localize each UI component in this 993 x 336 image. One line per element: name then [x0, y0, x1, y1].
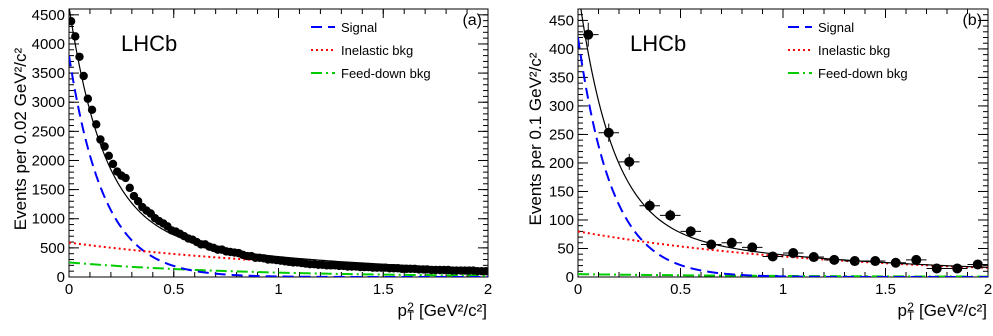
- data-point: [69, 17, 76, 26]
- y-tick-label: 0: [57, 269, 65, 286]
- data-point: [767, 251, 778, 262]
- data-point: [79, 71, 88, 81]
- data-point: [121, 173, 130, 183]
- data-point: [931, 263, 942, 274]
- data-point: [583, 29, 594, 40]
- panel-b: 0 0.5 1 1.5 2050100150200250300350400450pT2[…: [526, 8, 992, 323]
- data-point: [96, 135, 105, 144]
- legend-inelastic-label: Inelastic bkg: [818, 43, 890, 58]
- data-point: [706, 239, 717, 250]
- y-tick-label: 3500: [32, 65, 65, 82]
- x-tick-label: 0.5: [163, 281, 184, 298]
- x-tick-label: 1: [274, 281, 282, 298]
- x-axis-superscript: 2: [407, 300, 414, 314]
- y-tick-label: 400: [549, 41, 574, 58]
- y-tick-label: 50: [557, 240, 574, 257]
- data-point: [829, 254, 840, 265]
- x-axis-subscript: T: [907, 309, 915, 323]
- data-point: [890, 257, 901, 268]
- data-point: [83, 94, 93, 103]
- y-tick-label: 200: [549, 155, 574, 172]
- data-point: [808, 252, 819, 263]
- y-tick-label: 250: [549, 126, 574, 143]
- data-point: [685, 226, 696, 237]
- x-tick-label: 2: [484, 281, 492, 298]
- panel-label: (a): [462, 12, 482, 29]
- signal-curve: [578, 37, 988, 277]
- y-tick-label: 3000: [32, 94, 65, 111]
- signal-curve: [69, 55, 488, 277]
- data-point: [665, 210, 676, 221]
- y-tick-label: 450: [549, 12, 574, 29]
- data-point: [87, 105, 97, 114]
- data-point: [911, 254, 922, 265]
- panel-label: (b): [962, 12, 982, 29]
- y-tick-label: 350: [549, 69, 574, 86]
- x-axis-title: pT2 [GeV²/c²]: [397, 300, 487, 323]
- data-point: [870, 256, 881, 267]
- panel-a: 0 0.5 1 1.5 2 0 500 1000 1500 2000 2500 3000 3500 400…: [11, 7, 492, 323]
- data-point: [972, 259, 983, 270]
- data-point: [92, 120, 101, 129]
- y-tick-label: 2000: [32, 152, 65, 169]
- x-tick-label: 0.5: [670, 281, 691, 298]
- y-axis-title: Events per 0.1 GeV²/c²: [526, 52, 545, 225]
- y-tick-label: 2500: [32, 123, 65, 140]
- x-tick-label: 0: [65, 281, 73, 298]
- x-tick-label: 1: [779, 281, 787, 298]
- x-tick-label: 2: [984, 281, 992, 298]
- data-point: [603, 127, 614, 138]
- data-point: [481, 266, 488, 276]
- legend-signal-label: Signal: [341, 20, 377, 35]
- legend-signal-label: Signal: [818, 20, 854, 35]
- x-tick-label: 1.5: [875, 281, 896, 298]
- x-axis-title: pT2 [GeV²/c²]: [897, 300, 987, 323]
- experiment-label: LHCb: [121, 31, 177, 56]
- data-point: [747, 242, 758, 253]
- y-axis-title: Events per 0.02 GeV²/c²: [11, 47, 30, 230]
- data-point: [788, 248, 799, 259]
- x-axis-unit: [GeV²/c²]: [419, 301, 487, 320]
- x-axis-symbol: p: [897, 301, 906, 320]
- y-tick-label: 0: [566, 269, 574, 286]
- x-axis-symbol: p: [397, 301, 406, 320]
- y-tick-label: 4500: [32, 7, 65, 24]
- y-tick-label: 100: [549, 212, 574, 229]
- y-tick-label: 1000: [32, 211, 65, 228]
- y-tick-label: 1500: [32, 182, 65, 199]
- feed-down-bkg-curve: [69, 261, 488, 277]
- data-point: [849, 256, 860, 267]
- data-point: [952, 263, 963, 274]
- legend-feed-down-label: Feed-down bkg: [341, 66, 431, 81]
- data-point: [125, 183, 134, 193]
- x-axis-superscript: 2: [907, 300, 914, 314]
- y-tick-label: 4000: [32, 36, 65, 53]
- experiment-label: LHCb: [630, 31, 686, 56]
- y-tick-label: 150: [549, 183, 574, 200]
- data-point: [75, 52, 84, 61]
- y-tick-label: 500: [40, 240, 65, 257]
- data-point: [624, 156, 635, 167]
- x-tick-label: 0: [574, 281, 582, 298]
- data-point: [71, 32, 80, 41]
- data-point: [100, 142, 109, 151]
- x-axis-subscript: T: [407, 309, 415, 323]
- x-axis-unit: [GeV²/c²]: [919, 301, 987, 320]
- data-point: [726, 237, 737, 248]
- data-point: [133, 197, 143, 206]
- y-tick-label: 300: [549, 98, 574, 115]
- legend-inelastic-label: Inelastic bkg: [341, 43, 413, 58]
- data-point: [108, 159, 118, 169]
- data-point: [644, 200, 655, 211]
- x-tick-label: 1.5: [373, 281, 394, 298]
- legend-feed-down-label: Feed-down bkg: [818, 66, 908, 81]
- data-point: [104, 151, 114, 161]
